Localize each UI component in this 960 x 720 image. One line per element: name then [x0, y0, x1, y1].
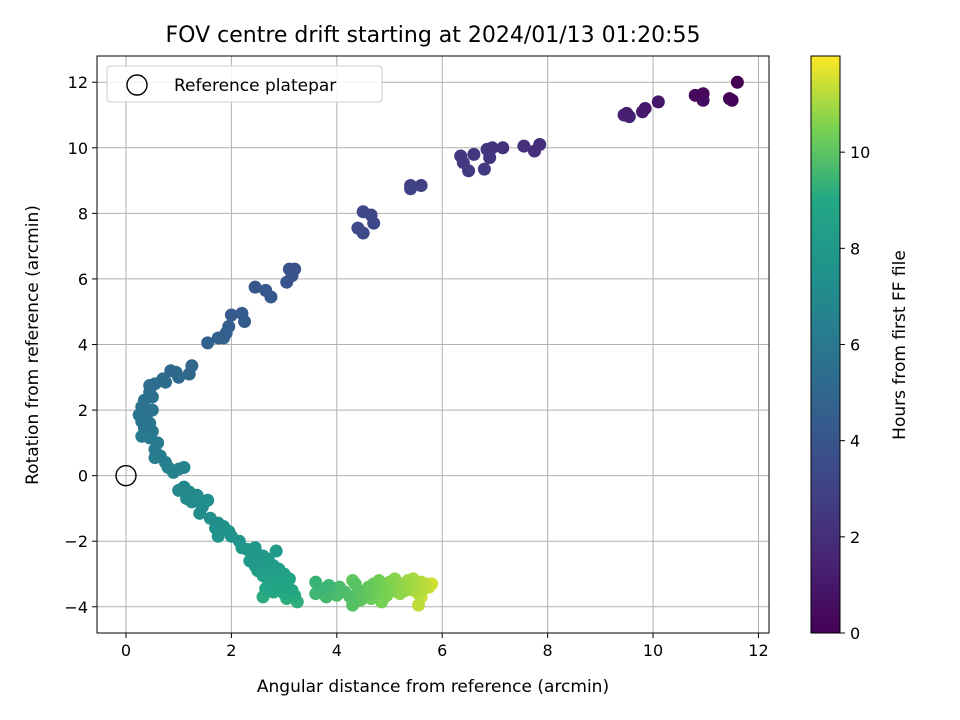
- data-point: [414, 178, 428, 192]
- reference-marker-layer: [115, 464, 137, 487]
- data-point: [195, 500, 209, 514]
- data-point: [375, 595, 389, 609]
- colorbar-gradient: [810, 55, 841, 634]
- data-point: [477, 162, 491, 176]
- x-tick-label: 10: [643, 641, 663, 660]
- data-points: [132, 75, 744, 612]
- colorbar-label: Hours from first FF file: [890, 250, 910, 440]
- data-point: [454, 149, 468, 163]
- data-point: [169, 365, 183, 379]
- data-point: [730, 75, 744, 89]
- x-tick-label: 6: [437, 641, 447, 660]
- data-point: [412, 598, 426, 612]
- legend-entry-label: Reference platepar: [174, 76, 336, 96]
- y-tick-label: 2: [78, 401, 88, 420]
- data-point: [351, 221, 365, 235]
- y-tick-label: 10: [68, 139, 88, 158]
- colorbar-ticks: 0 2 4 6 8 10: [840, 143, 870, 643]
- data-point: [156, 372, 170, 386]
- data-point: [517, 139, 531, 153]
- data-point: [224, 308, 238, 322]
- data-point: [145, 403, 159, 417]
- y-tick-label: 4: [78, 336, 88, 355]
- data-point: [222, 319, 236, 333]
- data-point: [185, 359, 199, 373]
- data-point: [172, 462, 186, 476]
- y-axis-label: Rotation from reference (arcmin): [23, 205, 43, 485]
- x-tick-label: 8: [543, 641, 553, 660]
- chart-title: FOV centre drift starting at 2024/01/13 …: [166, 23, 701, 48]
- y-tick-label: −4: [64, 598, 88, 617]
- data-point: [533, 138, 547, 152]
- data-point: [248, 280, 262, 294]
- legend-box: [106, 65, 383, 103]
- colorbar-tick-label: 10: [850, 143, 870, 162]
- colorbar-tick-label: 4: [850, 432, 860, 451]
- plot-area: [96, 55, 770, 634]
- grid-lines: [97, 56, 769, 633]
- data-point: [235, 306, 249, 320]
- data-point: [651, 95, 665, 109]
- data-point: [203, 511, 217, 525]
- data-point: [288, 262, 302, 276]
- y-tick-label: 0: [78, 467, 88, 486]
- data-point: [269, 544, 283, 558]
- data-point: [259, 283, 273, 297]
- colorbar-tick-label: 0: [850, 624, 860, 643]
- data-point: [496, 141, 510, 155]
- data-point: [485, 141, 499, 155]
- y-axis: −4 −2 0 2 4 6 8 10 12: [64, 73, 97, 617]
- x-tick-label: 12: [748, 641, 768, 660]
- colorbar: 0 2 4 6 8 10 Hours from first FF file: [810, 55, 910, 643]
- colorbar-tick-label: 8: [850, 239, 860, 258]
- data-point: [356, 205, 370, 219]
- data-point: [348, 577, 362, 591]
- y-tick-label: 8: [78, 204, 88, 223]
- colorbar-tick-label: 2: [850, 528, 860, 547]
- x-axis: 0 2 4 6 8 10 12: [121, 633, 769, 660]
- x-tick-label: 4: [332, 641, 342, 660]
- y-tick-label: −2: [64, 532, 88, 551]
- data-point: [172, 483, 186, 497]
- y-tick-label: 12: [68, 73, 88, 92]
- reference-platepar-marker: [115, 464, 137, 487]
- legend-marker-open-circle: [126, 74, 148, 96]
- y-tick-label: 6: [78, 270, 88, 289]
- data-point: [722, 92, 736, 106]
- data-point: [638, 101, 652, 115]
- data-point: [309, 575, 323, 589]
- data-point: [467, 147, 481, 161]
- x-axis-label: Angular distance from reference (arcmin): [257, 677, 609, 697]
- data-point: [201, 336, 215, 350]
- data-point: [404, 178, 418, 192]
- x-tick-label: 2: [226, 641, 236, 660]
- colorbar-tick-label: 6: [850, 336, 860, 355]
- data-point: [620, 106, 634, 120]
- legend: Reference platepar: [106, 65, 383, 103]
- x-tick-label: 0: [121, 641, 131, 660]
- data-point: [696, 87, 710, 101]
